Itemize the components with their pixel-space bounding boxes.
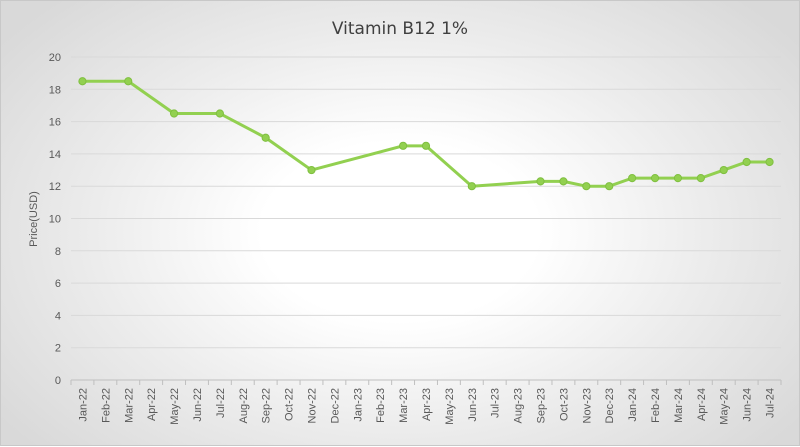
data-point-marker: [742, 157, 751, 167]
data-point-marker: [215, 109, 224, 118]
data-point-marker: [307, 165, 316, 175]
x-tick-label: Jun-24: [742, 388, 754, 422]
x-tick-label: Jun-22: [192, 388, 204, 422]
data-point-marker: [559, 177, 568, 186]
data-point-marker: [650, 174, 660, 183]
data-point-marker: [696, 174, 705, 183]
y-tick-label: 18: [49, 84, 61, 96]
data-point-marker: [78, 77, 87, 86]
x-tick-label: Aug-23: [513, 388, 525, 423]
x-tick-label: Jul-24: [765, 388, 777, 418]
x-tick-label: Sep-22: [261, 388, 273, 423]
x-tick-label: Nov-23: [581, 388, 593, 423]
data-point-marker: [536, 177, 545, 186]
y-tick-label: 16: [49, 117, 61, 129]
y-tick-label: 2: [55, 343, 61, 355]
data-point-marker: [628, 174, 637, 183]
x-tick-label: Jan-23: [352, 388, 364, 422]
y-tick-label: 4: [55, 310, 61, 322]
x-tick-label: Mar-24: [673, 388, 685, 423]
x-tick-label: Nov-22: [306, 388, 318, 423]
y-tick-label: 12: [49, 181, 61, 193]
x-tick-label: Mar-23: [398, 388, 410, 423]
y-tick-label: 8: [55, 246, 61, 258]
y-tick-label: 14: [49, 149, 61, 161]
x-tick-label: Mar-22: [123, 388, 135, 423]
data-point-marker: [421, 141, 431, 150]
data-point-marker: [124, 77, 133, 86]
data-point-marker: [765, 157, 774, 167]
x-tick-label: Jan-24: [627, 388, 639, 422]
x-tick-label: Oct-22: [284, 388, 296, 421]
x-tick-label: Oct-23: [558, 388, 570, 421]
x-tick-label: May-22: [169, 388, 181, 425]
data-point-marker: [169, 109, 179, 118]
data-point-marker: [261, 133, 270, 142]
y-tick-label: 6: [55, 278, 61, 290]
y-tick-label: 20: [49, 52, 61, 64]
x-tick-label: Feb-24: [650, 388, 662, 423]
y-tick-label: 0: [55, 375, 61, 387]
chart-title: Vitamin B12 1%: [331, 19, 469, 39]
x-tick-label: Dec-22: [329, 388, 341, 423]
x-tick-label: Aug-22: [238, 388, 250, 423]
x-tick-label: Apr-24: [696, 388, 708, 421]
x-tick-label: Sep-23: [536, 388, 548, 423]
data-point-marker: [719, 165, 728, 175]
x-tick-label: Apr-22: [146, 388, 158, 421]
x-tick-label: Feb-22: [100, 388, 112, 423]
data-point-marker: [605, 182, 614, 191]
x-tick-label: Feb-23: [375, 388, 387, 423]
x-tick-label: Dec-23: [604, 388, 616, 423]
x-tick-label: Jul-23: [490, 388, 502, 418]
y-tick-label: 10: [49, 214, 61, 226]
data-point-marker: [398, 141, 408, 150]
x-tick-label: Jun-23: [467, 388, 479, 422]
x-tick-label: May-24: [719, 388, 731, 425]
x-tick-label: Jan-22: [77, 388, 89, 422]
data-point-marker: [673, 174, 683, 183]
x-tick-label: May-23: [444, 388, 456, 425]
data-point-marker: [467, 182, 476, 191]
x-tick-label: Jul-22: [215, 388, 227, 418]
data-point-marker: [582, 182, 591, 191]
x-tick-label: Apr-23: [421, 388, 433, 421]
series-line: [80, 79, 772, 188]
